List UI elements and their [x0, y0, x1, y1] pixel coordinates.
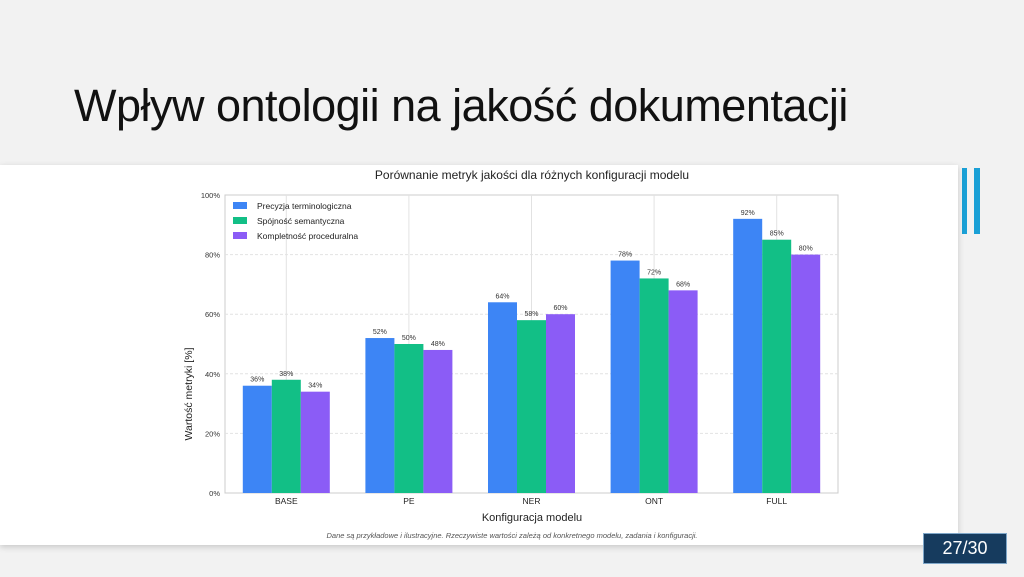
bar	[610, 260, 640, 493]
bar	[762, 239, 792, 493]
y-tick-label: 20%	[205, 429, 220, 438]
data-label: 72%	[647, 269, 661, 276]
accent-bar-vertical-1	[962, 168, 967, 234]
y-tick-label: 80%	[205, 251, 220, 260]
bar	[394, 344, 424, 493]
bar	[242, 385, 272, 493]
x-tick-label: ONT	[645, 496, 663, 506]
x-tick-label: PE	[403, 496, 415, 506]
y-tick-label: 40%	[205, 370, 220, 379]
x-tick-label: BASE	[275, 496, 298, 506]
legend-swatch	[233, 202, 247, 209]
bar	[639, 278, 669, 493]
chart-footnote: Dane są przykładowe i ilustracyjne. Rzec…	[326, 531, 697, 540]
data-label: 85%	[770, 231, 784, 238]
legend-label: Precyzja terminologiczna	[257, 201, 352, 211]
bar	[546, 314, 575, 493]
page-number-badge: 27/30	[923, 533, 1007, 564]
bar	[300, 391, 330, 493]
bar	[365, 338, 395, 493]
data-label: 60%	[553, 305, 567, 312]
legend-label: Spójność semantyczna	[257, 216, 345, 226]
legend-swatch	[233, 217, 247, 224]
y-tick-label: 100%	[201, 191, 221, 200]
bar	[791, 254, 821, 493]
data-label: 92%	[741, 210, 755, 217]
x-tick-label: NER	[523, 496, 541, 506]
data-label: 36%	[250, 377, 264, 384]
data-label: 58%	[524, 311, 538, 318]
x-axis-label: Konfiguracja modelu	[482, 512, 582, 524]
x-tick-label: FULL	[766, 496, 787, 506]
legend-label: Kompletność proceduralna	[257, 231, 358, 241]
bar	[488, 302, 517, 493]
accent-bar-vertical-2	[974, 168, 980, 234]
legend-swatch	[233, 232, 247, 239]
data-label: 50%	[402, 335, 416, 342]
data-label: 48%	[431, 341, 445, 348]
bar	[668, 290, 698, 493]
data-label: 64%	[495, 293, 509, 300]
chart-title: Porównanie metryk jakości dla różnych ko…	[375, 168, 689, 182]
y-tick-label: 0%	[209, 489, 220, 498]
bar	[271, 379, 301, 493]
chart-panel: Porównanie metryk jakości dla różnych ko…	[0, 165, 958, 545]
slide-title: Wpływ ontologii na jakość dokumentacji	[74, 80, 848, 131]
data-label: 68%	[676, 281, 690, 288]
bar	[517, 320, 546, 493]
bar-chart: Porównanie metryk jakości dla różnych ko…	[183, 168, 839, 540]
bar	[733, 218, 763, 493]
data-label: 38%	[279, 371, 293, 378]
data-label: 80%	[799, 246, 813, 253]
bar	[423, 349, 453, 493]
data-label: 52%	[373, 329, 387, 336]
data-label: 78%	[618, 252, 632, 259]
y-axis-label: Wartość metryki [%]	[183, 347, 195, 440]
data-label: 34%	[308, 383, 322, 390]
y-tick-label: 60%	[205, 310, 220, 319]
